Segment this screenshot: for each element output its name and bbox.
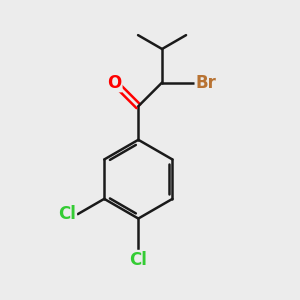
Text: O: O	[107, 74, 122, 92]
Text: Cl: Cl	[129, 250, 147, 268]
Text: Cl: Cl	[58, 205, 76, 223]
Text: Br: Br	[195, 74, 216, 92]
